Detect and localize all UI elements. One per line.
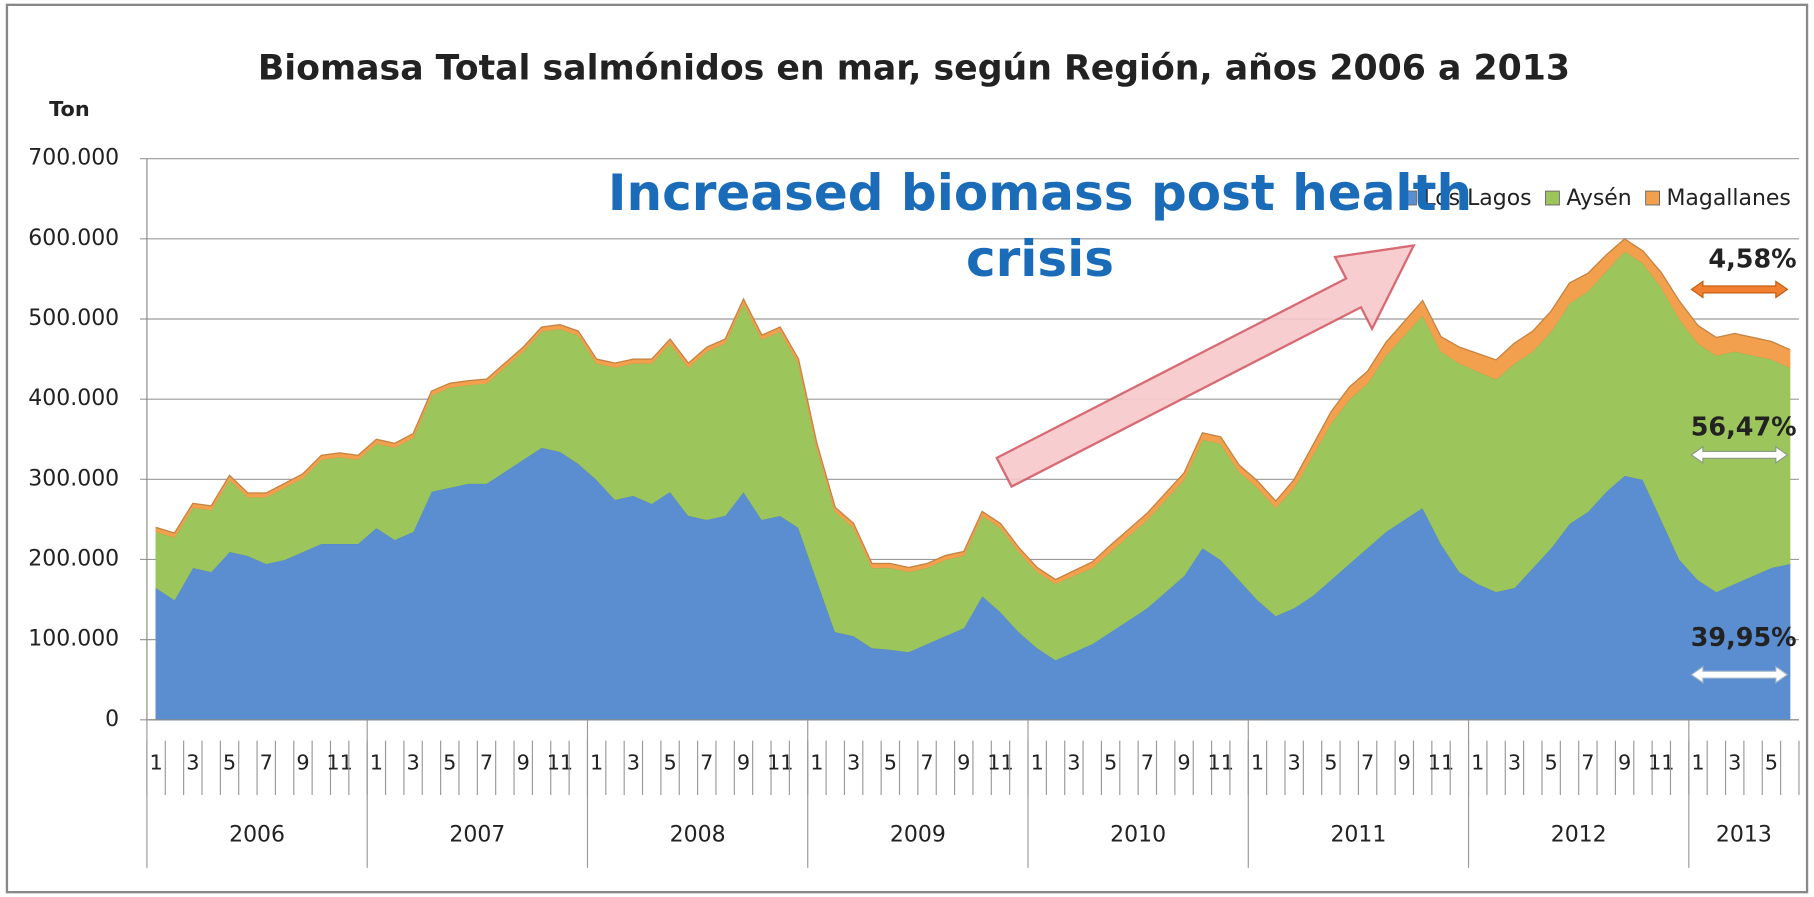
legend-label: Aysén — [1566, 186, 1631, 211]
legend: Magallanes Aysén Los Lagos — [1402, 186, 1791, 211]
x-tick-label: 5 — [1324, 751, 1337, 775]
legend-label: Magallanes — [1666, 186, 1790, 211]
x-tick-label: 1 — [1471, 751, 1484, 775]
x-tick-label: 7 — [700, 751, 713, 775]
x-tick-label: 5 — [1765, 751, 1778, 775]
chart-title: Biomasa Total salmónidos en mar, según R… — [258, 49, 1570, 89]
y-tick-label: 100.000 — [28, 627, 119, 652]
legend-swatch — [1645, 190, 1660, 206]
area-edge — [155, 237, 1791, 581]
annotation: Increased biomass post health crisis — [607, 164, 1473, 288]
legend-label: Los Lagos — [1423, 186, 1531, 211]
legend-swatch — [1402, 190, 1417, 206]
x-tick-label: 5 — [884, 751, 897, 775]
x-tick-label: 7 — [920, 751, 933, 775]
trend-arrow — [995, 243, 1416, 489]
x-tick-label: 5 — [443, 751, 456, 775]
x-tick-label: 9 — [1618, 751, 1631, 775]
x-tick-label: 3 — [1288, 751, 1301, 775]
y-tick-label: 0 — [105, 707, 119, 732]
y-tick-label: 600.000 — [28, 226, 119, 251]
y-tick-label: 700.000 — [28, 146, 119, 171]
x-tick-label: 5 — [223, 751, 236, 775]
x-tick-label: 1 — [1691, 751, 1704, 775]
share-label: 4,58% — [1708, 245, 1796, 275]
y-tick-label: 400.000 — [28, 386, 119, 411]
x-tick-label: 9 — [737, 751, 750, 775]
year-label: 2008 — [670, 822, 726, 847]
x-tick-label: 1 — [810, 751, 823, 775]
x-tick-label: 3 — [847, 751, 860, 775]
x-tick-label: 3 — [1067, 751, 1080, 775]
share-label: 39,95% — [1691, 623, 1797, 653]
x-tick-label: 9 — [1398, 751, 1411, 775]
year-label: 2006 — [229, 822, 285, 847]
share-label: 56,47% — [1691, 412, 1797, 442]
x-tick-label: 1 — [370, 751, 383, 775]
x-tick-label: 1 — [149, 751, 162, 775]
x-tick-label: 9 — [296, 751, 309, 775]
x-tick-label: 7 — [1581, 751, 1594, 775]
x-tick-label: 3 — [627, 751, 640, 775]
y-axis-label: Ton — [49, 97, 90, 121]
share-arrow — [1690, 665, 1789, 684]
x-tick-label: 3 — [1728, 751, 1741, 775]
x-tick-label: 7 — [260, 751, 273, 775]
x-tick-label: 1 — [590, 751, 603, 775]
x-tick-label: 1 — [1031, 751, 1044, 775]
share-arrow — [1690, 445, 1789, 465]
year-label: 2007 — [449, 822, 505, 847]
x-tick-label: 5 — [1104, 751, 1117, 775]
axes: 0 100.000 200.000 300.000 400.000 500.000 600.… — [28, 146, 1800, 868]
x-tick-label: 9 — [1177, 751, 1190, 775]
x-tick-label: 7 — [480, 751, 493, 775]
y-tick-label: 200.000 — [28, 546, 119, 571]
x-tick-label: 7 — [1141, 751, 1154, 775]
share-arrows — [1690, 280, 1789, 684]
x-tick-label: 9 — [517, 751, 530, 775]
year-label: 2013 — [1716, 822, 1772, 847]
area — [155, 238, 1791, 585]
year-label: 2012 — [1551, 822, 1607, 847]
x-tick-label: 9 — [957, 751, 970, 775]
x-tick-label: 3 — [406, 751, 419, 775]
x-tick-label: 3 — [1508, 751, 1521, 775]
x-tick-label: 3 — [186, 751, 199, 775]
year-label: 2009 — [890, 822, 946, 847]
legend-swatch — [1545, 190, 1560, 206]
y-tick-label: 500.000 — [28, 306, 119, 331]
y-tick-label: 300.000 — [28, 466, 119, 491]
x-tick-label: 5 — [1545, 751, 1558, 775]
x-tick-label: 7 — [1361, 751, 1374, 775]
x-tick-label: 5 — [663, 751, 676, 775]
year-label: 2011 — [1330, 822, 1386, 847]
share-arrow — [1690, 280, 1789, 299]
year-label: 2010 — [1110, 822, 1166, 847]
x-tick-label: 1 — [1251, 751, 1264, 775]
